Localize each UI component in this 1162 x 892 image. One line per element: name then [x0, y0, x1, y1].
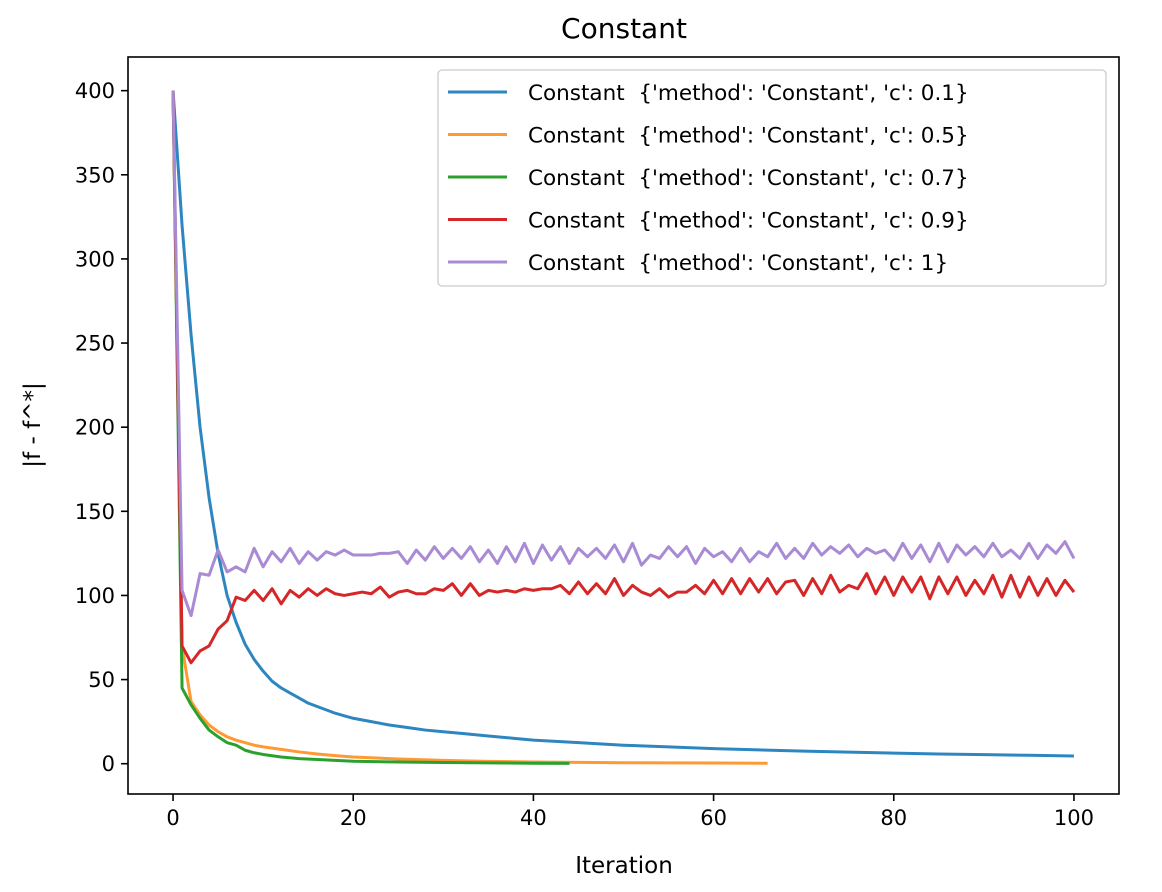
x-tick-label: 80 — [880, 806, 907, 830]
x-tick-label: 0 — [166, 806, 179, 830]
series-line-1 — [171, 90, 1074, 758]
legend-label-3: Constant {'method': 'Constant', 'c': 0.7… — [528, 166, 969, 191]
x-tick-label: 60 — [700, 806, 727, 830]
series-line-4 — [171, 90, 1076, 665]
y-tick-label: 0 — [102, 752, 115, 776]
series-line-5 — [171, 90, 1076, 618]
x-axis: 0 20 40 60 80 100 — [166, 794, 1094, 830]
legend-label-1: Constant {'method': 'Constant', 'c': 0.1… — [528, 81, 969, 106]
y-tick-label: 200 — [75, 416, 115, 440]
legend-label-5: Constant {'method': 'Constant', 'c': 1} — [528, 251, 948, 276]
chart-title: Constant — [561, 12, 687, 45]
y-tick-label: 400 — [75, 79, 115, 103]
x-axis-label: Iteration — [575, 853, 673, 879]
y-axis-label: |f - f^*| — [20, 382, 46, 467]
y-axis: 0 50 100 150 200 250 300 350 400 — [75, 79, 128, 776]
series-line-2 — [171, 90, 768, 765]
legend: Constant {'method': 'Constant', 'c': 0.1… — [437, 69, 1107, 287]
y-tick-label: 350 — [75, 163, 115, 187]
series-line-3 — [171, 90, 570, 765]
y-tick-label: 100 — [75, 584, 115, 608]
series-layer — [171, 90, 1076, 765]
plot-frame — [127, 56, 1120, 795]
y-tick-label: 50 — [88, 668, 115, 692]
legend-box — [437, 69, 1107, 287]
x-tick-label: 20 — [340, 806, 367, 830]
y-tick-label: 150 — [75, 500, 115, 524]
x-tick-label: 40 — [520, 806, 547, 830]
y-tick-label: 300 — [75, 247, 115, 271]
legend-label-2: Constant {'method': 'Constant', 'c': 0.5… — [528, 124, 969, 149]
x-tick-label: 100 — [1054, 806, 1094, 830]
y-tick-label: 250 — [75, 332, 115, 356]
legend-label-4: Constant {'method': 'Constant', 'c': 0.9… — [528, 209, 969, 234]
